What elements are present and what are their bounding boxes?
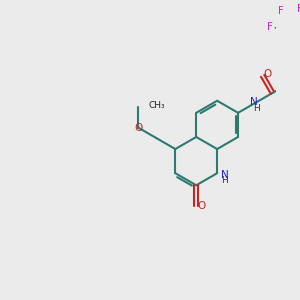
Text: O: O <box>198 201 206 211</box>
Text: H: H <box>221 176 228 184</box>
Text: N: N <box>250 97 258 107</box>
Text: H: H <box>253 104 260 113</box>
Text: CH₃: CH₃ <box>148 101 165 110</box>
Text: O: O <box>134 123 142 133</box>
Text: O: O <box>263 69 272 80</box>
Text: N: N <box>221 169 229 180</box>
Text: F: F <box>297 4 300 14</box>
Text: F: F <box>278 6 284 16</box>
Text: F: F <box>267 22 273 32</box>
